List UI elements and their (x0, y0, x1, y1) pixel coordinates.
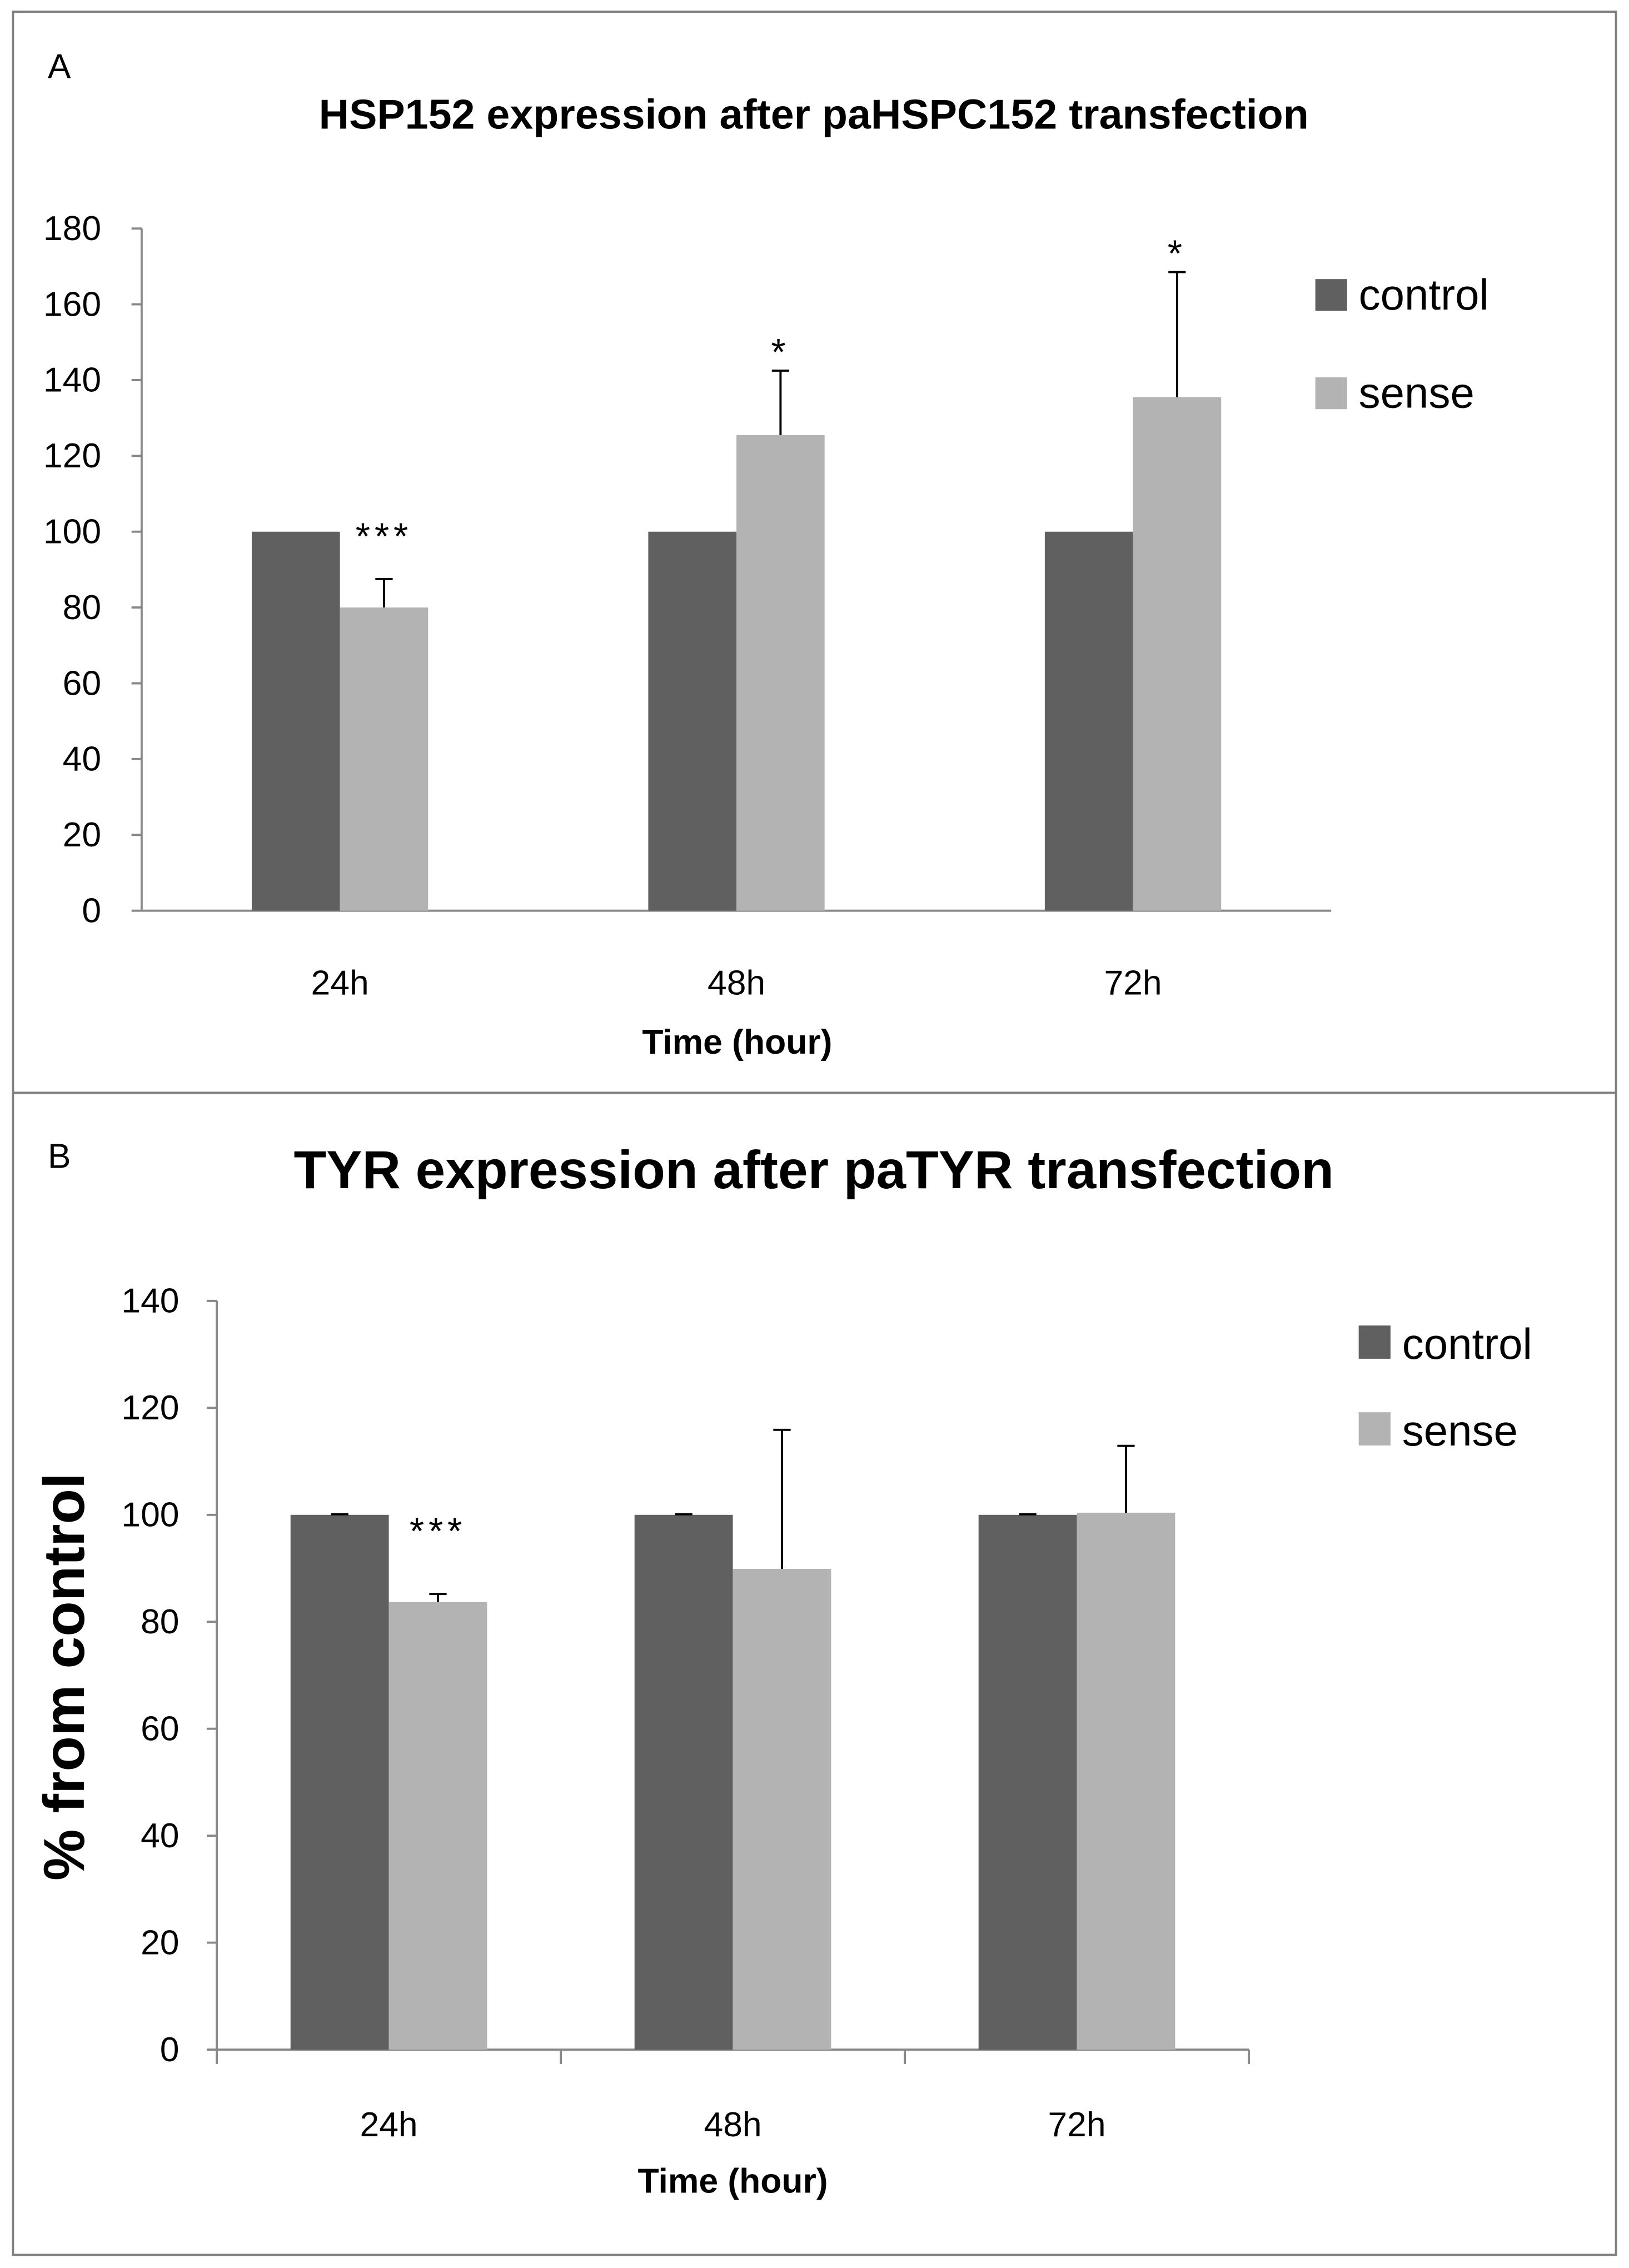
legend-swatch-sense (1358, 1412, 1391, 1445)
y-tick-label: 20 (141, 1923, 179, 1962)
y-tick-label: 60 (141, 1709, 179, 1748)
legend: control sense (1315, 270, 1489, 417)
significance-marker: *** (410, 1511, 466, 1552)
y-tick-label: 120 (43, 437, 101, 475)
panel-label: B (48, 1138, 71, 1176)
y-tick-label: 0 (82, 891, 101, 930)
y-tick-label: 100 (43, 513, 101, 551)
significance-marker: * (1168, 233, 1187, 275)
bar-sense (1077, 1512, 1175, 2050)
bar-sense (733, 1568, 831, 2050)
legend-label-sense: sense (1359, 368, 1474, 417)
y-tick-label: 0 (160, 2031, 180, 2069)
x-tick-label: 24h (360, 2106, 418, 2144)
x-tick-label: 72h (1048, 2106, 1105, 2144)
y-tick-label: 160 (43, 285, 101, 323)
legend-swatch-sense (1315, 377, 1347, 410)
y-axis-label: % from control (32, 1473, 97, 1881)
bar-sense (1133, 397, 1222, 911)
chart-title: HSP152 expression after paHSPC152 transf… (319, 91, 1309, 138)
x-tick-label: 48h (704, 2106, 761, 2144)
chart-title: TYR expression after paTYR transfection (294, 1140, 1334, 1200)
significance-marker: *** (356, 516, 412, 557)
legend: control sense (1358, 1319, 1532, 1455)
bar-control (634, 1514, 733, 2050)
y-tick-label: 80 (141, 1603, 179, 1641)
y-tick-label: 60 (63, 664, 101, 702)
y-tick-label: 20 (63, 816, 101, 854)
panel-b: B TYR expression after paTYR transfectio… (32, 1138, 1532, 2201)
bar-control (251, 531, 340, 911)
bar-control (290, 1514, 389, 2050)
bar-control (978, 1514, 1077, 2050)
bar-sense (388, 1602, 487, 2050)
significance-marker: * (771, 331, 790, 373)
legend-swatch-control (1315, 279, 1347, 311)
x-axis-label: Time (hour) (642, 1023, 832, 1061)
legend-label-control: control (1359, 270, 1489, 319)
y-tick-label: 40 (141, 1817, 179, 1855)
legend-label-sense: sense (1402, 1406, 1518, 1455)
y-tick-label: 40 (63, 740, 101, 779)
bar-control (648, 531, 737, 911)
bar-sense (340, 607, 429, 911)
y-tick-label: 140 (43, 361, 101, 400)
y-tick-label: 140 (121, 1282, 179, 1320)
panel-a: A HSP152 expression after paHSPC152 tran… (43, 48, 1489, 1061)
bar-sense (736, 435, 825, 911)
y-tick-label: 80 (63, 589, 101, 627)
y-tick-label: 180 (43, 210, 101, 248)
y-tick-label: 120 (121, 1389, 179, 1427)
panel-label: A (48, 48, 71, 86)
x-tick-label: 72h (1104, 964, 1162, 1003)
x-axis-label: Time (hour) (638, 2162, 828, 2201)
legend-label-control: control (1402, 1319, 1532, 1368)
y-tick-label: 100 (121, 1496, 179, 1534)
bar-control (1044, 531, 1133, 911)
x-tick-label: 24h (311, 964, 369, 1003)
x-tick-label: 48h (708, 964, 765, 1003)
legend-swatch-control (1358, 1325, 1391, 1359)
